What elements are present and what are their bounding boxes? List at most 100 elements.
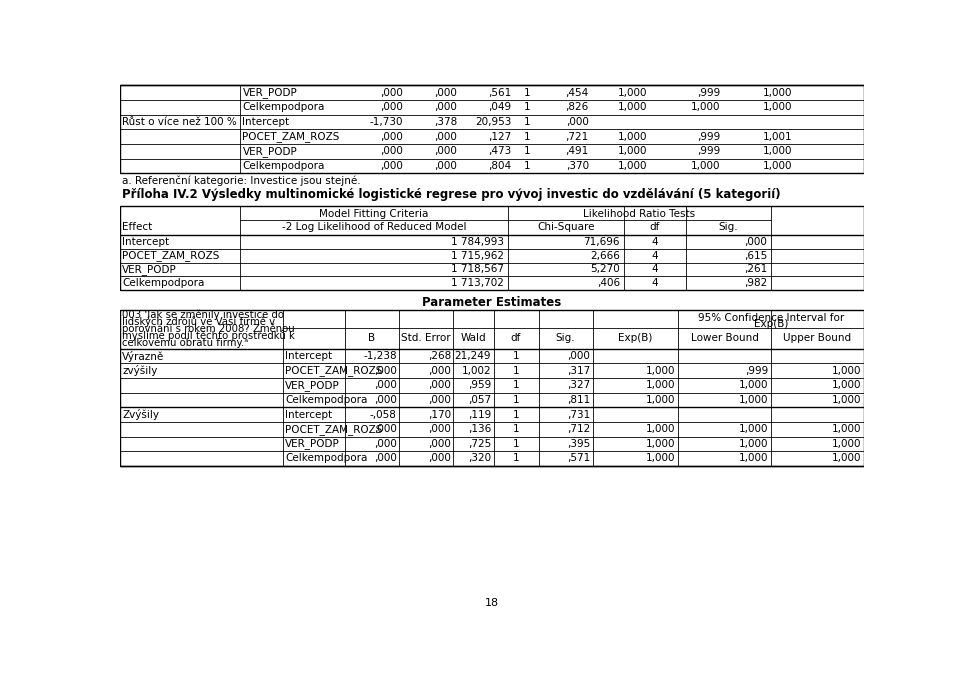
Text: 1,000: 1,000 bbox=[739, 395, 769, 405]
Text: 1,000: 1,000 bbox=[832, 424, 862, 434]
Text: Výrazně: Výrazně bbox=[122, 351, 164, 362]
Text: Příloha IV.2 Výsledky multinomické logistické regrese pro vývoj investic do vzdě: Příloha IV.2 Výsledky multinomické logis… bbox=[122, 188, 780, 201]
Text: ,127: ,127 bbox=[488, 132, 512, 141]
Text: ,999: ,999 bbox=[697, 132, 721, 141]
Text: -,058: -,058 bbox=[370, 410, 396, 420]
Text: ,615: ,615 bbox=[744, 250, 767, 261]
Text: POCET_ZAM_ROZS: POCET_ZAM_ROZS bbox=[122, 250, 220, 261]
Text: Upper Bound: Upper Bound bbox=[783, 333, 852, 343]
Text: 1,000: 1,000 bbox=[763, 88, 793, 97]
Text: ,000: ,000 bbox=[566, 117, 588, 127]
Text: ,000: ,000 bbox=[373, 439, 396, 449]
Text: ,561: ,561 bbox=[488, 88, 512, 97]
Text: Celkempodpora: Celkempodpora bbox=[122, 279, 204, 288]
Text: 1,000: 1,000 bbox=[832, 439, 862, 449]
Text: ,000: ,000 bbox=[428, 439, 451, 449]
Text: -1,238: -1,238 bbox=[363, 351, 396, 361]
Text: 1 718,567: 1 718,567 bbox=[450, 264, 504, 274]
Text: 4: 4 bbox=[652, 237, 658, 247]
Text: 1: 1 bbox=[513, 410, 519, 420]
Text: ,136: ,136 bbox=[468, 424, 492, 434]
Text: Parameter Estimates: Parameter Estimates bbox=[422, 296, 562, 309]
Text: ,000: ,000 bbox=[428, 453, 451, 464]
Text: ,712: ,712 bbox=[567, 424, 590, 434]
Text: 1,000: 1,000 bbox=[617, 102, 647, 113]
Text: 1,000: 1,000 bbox=[617, 88, 647, 97]
Text: ,000: ,000 bbox=[434, 102, 457, 113]
Text: ,000: ,000 bbox=[380, 102, 403, 113]
Text: Intercept: Intercept bbox=[285, 351, 332, 361]
Text: ,049: ,049 bbox=[489, 102, 512, 113]
Text: ,826: ,826 bbox=[565, 102, 588, 113]
Text: POCET_ZAM_ROZS: POCET_ZAM_ROZS bbox=[285, 365, 382, 376]
Text: a. Referenční kategorie: Investice jsou stejné.: a. Referenční kategorie: Investice jsou … bbox=[122, 176, 361, 186]
Text: 1: 1 bbox=[523, 102, 530, 113]
Text: 1,000: 1,000 bbox=[739, 424, 769, 434]
Text: Růst o více než 100 %: Růst o více než 100 % bbox=[122, 117, 237, 127]
Text: POCET_ZAM_ROZS: POCET_ZAM_ROZS bbox=[243, 131, 340, 142]
Text: ,000: ,000 bbox=[567, 351, 590, 361]
Text: 1 715,962: 1 715,962 bbox=[450, 250, 504, 261]
Text: ,000: ,000 bbox=[434, 132, 457, 141]
Text: ,327: ,327 bbox=[567, 380, 590, 390]
Text: ,317: ,317 bbox=[567, 366, 590, 376]
Text: ,000: ,000 bbox=[434, 161, 457, 171]
Text: ,000: ,000 bbox=[744, 237, 767, 247]
Text: 1,002: 1,002 bbox=[462, 366, 492, 376]
Text: 1: 1 bbox=[513, 351, 519, 361]
Text: ,000: ,000 bbox=[428, 395, 451, 405]
Text: ,170: ,170 bbox=[428, 410, 451, 420]
Text: porovnání s rokem 2008? Změnou: porovnání s rokem 2008? Změnou bbox=[122, 323, 295, 333]
Text: 18: 18 bbox=[485, 598, 499, 608]
Text: ,999: ,999 bbox=[745, 366, 769, 376]
Text: celkovému obratu firmy.ᵃ: celkovému obratu firmy.ᵃ bbox=[122, 338, 249, 348]
Text: ,731: ,731 bbox=[567, 410, 590, 420]
Text: ,000: ,000 bbox=[434, 88, 457, 97]
Text: ,454: ,454 bbox=[565, 88, 588, 97]
Text: 21,249: 21,249 bbox=[455, 351, 492, 361]
Text: 1,000: 1,000 bbox=[691, 102, 721, 113]
Text: ,406: ,406 bbox=[597, 279, 620, 288]
Text: 1,000: 1,000 bbox=[617, 132, 647, 141]
Text: ,959: ,959 bbox=[468, 380, 492, 390]
Text: ,000: ,000 bbox=[380, 88, 403, 97]
Text: ,320: ,320 bbox=[468, 453, 492, 464]
Text: myslíme podíl těchto prostředků k: myslíme podíl těchto prostředků k bbox=[122, 330, 296, 341]
Text: 1,000: 1,000 bbox=[691, 161, 721, 171]
Text: VER_PODP: VER_PODP bbox=[285, 438, 340, 449]
Text: POCET_ZAM_ROZS: POCET_ZAM_ROZS bbox=[285, 424, 382, 435]
Text: ,000: ,000 bbox=[373, 380, 396, 390]
Text: 1: 1 bbox=[523, 161, 530, 171]
Text: ,395: ,395 bbox=[567, 439, 590, 449]
Text: ,261: ,261 bbox=[744, 264, 767, 274]
Text: Celkempodpora: Celkempodpora bbox=[285, 453, 368, 464]
Text: ,999: ,999 bbox=[697, 88, 721, 97]
Text: 5,270: 5,270 bbox=[590, 264, 620, 274]
Text: ,473: ,473 bbox=[488, 146, 512, 156]
Text: B: B bbox=[369, 333, 375, 343]
Text: ,370: ,370 bbox=[565, 161, 588, 171]
Text: df: df bbox=[650, 222, 660, 233]
Text: ,721: ,721 bbox=[565, 132, 588, 141]
Text: ,491: ,491 bbox=[565, 146, 588, 156]
Text: Celkempodpora: Celkempodpora bbox=[243, 161, 324, 171]
Text: Intercept: Intercept bbox=[122, 237, 170, 247]
Text: Celkempodpora: Celkempodpora bbox=[285, 395, 368, 405]
Text: VER_PODP: VER_PODP bbox=[243, 87, 298, 98]
Text: ,000: ,000 bbox=[380, 161, 403, 171]
Text: Intercept: Intercept bbox=[285, 410, 332, 420]
Text: ,000: ,000 bbox=[373, 453, 396, 464]
Text: 1,000: 1,000 bbox=[832, 380, 862, 390]
Text: 1,001: 1,001 bbox=[763, 132, 793, 141]
Text: ,000: ,000 bbox=[380, 132, 403, 141]
Text: ,725: ,725 bbox=[468, 439, 492, 449]
Text: ,000: ,000 bbox=[434, 146, 457, 156]
Text: -2 Log Likelihood of Reduced Model: -2 Log Likelihood of Reduced Model bbox=[281, 222, 466, 233]
Text: Sig.: Sig. bbox=[556, 333, 575, 343]
Text: 1: 1 bbox=[513, 395, 519, 405]
Text: Sig.: Sig. bbox=[719, 222, 738, 233]
Bar bbox=[120, 310, 864, 466]
Text: ,811: ,811 bbox=[567, 395, 590, 405]
Text: ,000: ,000 bbox=[428, 424, 451, 434]
Text: ,000: ,000 bbox=[373, 424, 396, 434]
